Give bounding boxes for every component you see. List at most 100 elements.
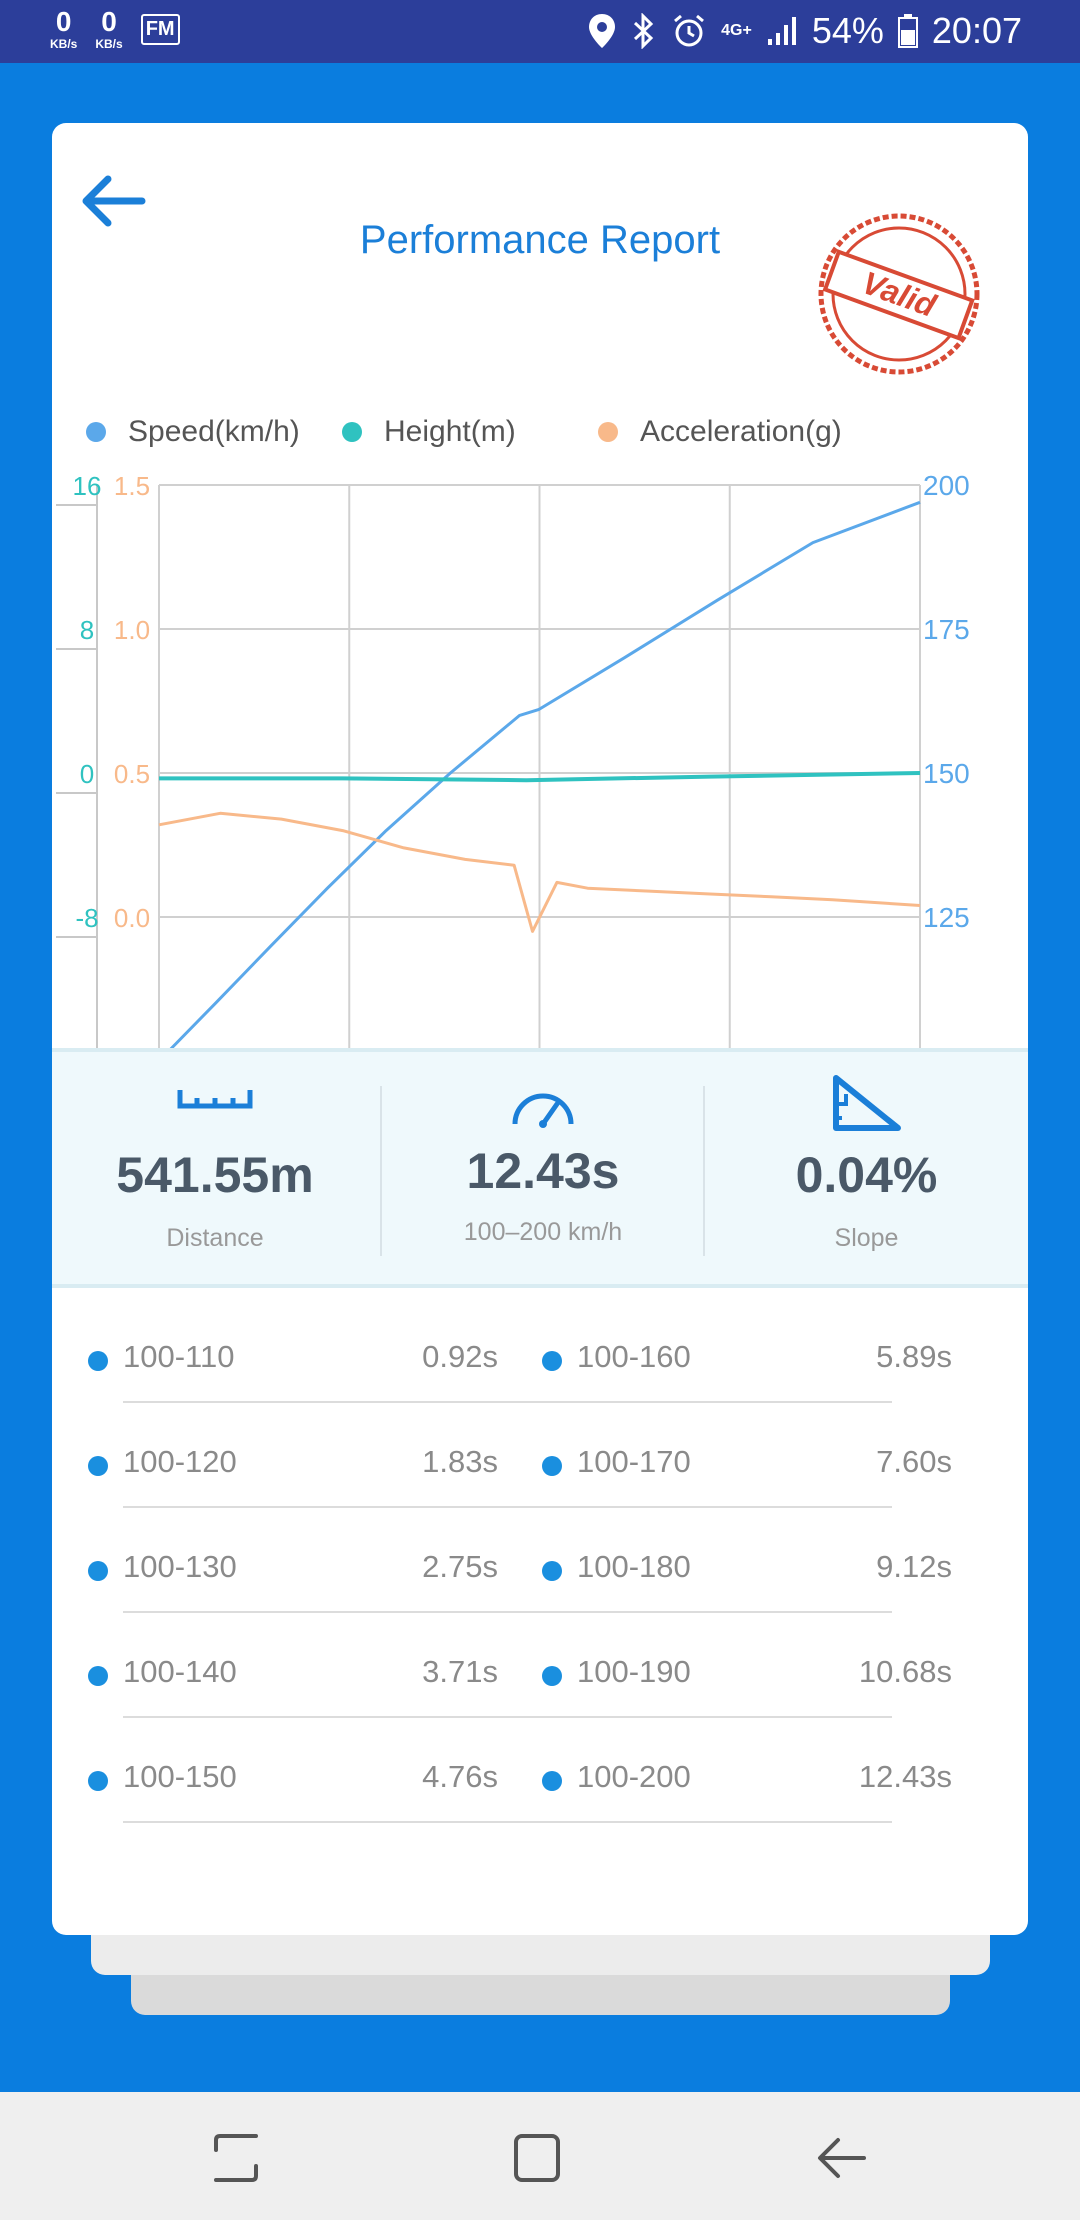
acceleration-tick-label: 0.0 xyxy=(114,903,150,933)
height-tick-label: 16 xyxy=(73,473,102,501)
net-up-unit: KB/s xyxy=(95,37,123,51)
split-value: 9.12s xyxy=(876,1549,952,1584)
report-card: Performance Report Valid Speed(km/h) Hei… xyxy=(52,123,1028,1935)
back-button[interactable] xyxy=(78,171,148,231)
acceleration-tick-label: 1.0 xyxy=(114,615,150,645)
time-label: 100–200 km/h xyxy=(463,1218,623,1246)
recent-apps-button[interactable] xyxy=(206,2128,266,2188)
clock: 20:07 xyxy=(931,10,1022,51)
back-nav-icon xyxy=(818,2138,866,2178)
slope-icon xyxy=(832,1075,901,1131)
row-bullet xyxy=(88,1771,108,1791)
distance-value: 541.55m xyxy=(116,1147,314,1203)
legend-label-speed: Speed(km/h) xyxy=(128,415,300,448)
legend-item-acceleration: Acceleration(g) xyxy=(598,415,842,449)
split-label: 100-190 xyxy=(577,1654,691,1689)
speed-tick-label: 125 xyxy=(923,902,970,933)
slope-label: Slope xyxy=(834,1224,899,1252)
speed-tick-label: 175 xyxy=(923,614,970,645)
row-bullet xyxy=(542,1351,562,1371)
net-down-unit: KB/s xyxy=(50,37,78,51)
row-bullet xyxy=(542,1771,562,1791)
split-label: 100-150 xyxy=(123,1759,237,1794)
split-value: 7.60s xyxy=(876,1444,952,1479)
acceleration-tick-label: 1.5 xyxy=(114,473,150,501)
battery-percent: 54% xyxy=(811,10,884,51)
navigation-bar xyxy=(0,2092,1080,2220)
net-up-indicator: 0 KB/s xyxy=(95,6,123,51)
status-bar: 0 KB/s 0 KB/s FM 4G+ 54% xyxy=(0,0,1080,63)
divider xyxy=(380,1086,382,1256)
row-bullet xyxy=(542,1456,562,1476)
split-value: 0.92s xyxy=(422,1339,498,1374)
split-value: 5.89s xyxy=(876,1339,952,1374)
ruler-icon xyxy=(177,1090,253,1109)
split-label: 100-180 xyxy=(577,1549,691,1584)
split-value: 3.71s xyxy=(422,1654,498,1689)
speed-tick-label: 200 xyxy=(923,473,970,501)
split-value: 10.68s xyxy=(858,1654,952,1689)
chart-legend: Speed(km/h) Height(m) Acceleration(g) xyxy=(52,415,1028,465)
net-up-value: 0 xyxy=(101,6,117,37)
page-title: Performance Report xyxy=(359,218,721,262)
series-line-height xyxy=(159,771,921,783)
arrow-left-icon xyxy=(82,175,146,227)
network-type: 4G+ xyxy=(721,22,752,39)
row-bullet xyxy=(542,1666,562,1686)
table-row: 100-140 3.71s 100-190 10.68s xyxy=(52,1613,1028,1718)
split-label: 100-130 xyxy=(123,1549,237,1584)
row-divider xyxy=(123,1401,892,1403)
split-value: 1.83s xyxy=(422,1444,498,1479)
row-divider xyxy=(123,1821,892,1823)
acceleration-tick-label: 0.5 xyxy=(114,759,150,789)
speed-tick-label: 150 xyxy=(923,758,970,789)
height-tick-label: 8 xyxy=(80,615,94,645)
home-button[interactable] xyxy=(508,2128,568,2188)
legend-item-height: Height(m) xyxy=(342,415,516,449)
split-label: 100-140 xyxy=(123,1654,237,1689)
net-down-indicator: 0 KB/s xyxy=(50,6,78,51)
row-divider xyxy=(123,1506,892,1508)
row-divider xyxy=(123,1716,892,1718)
split-value: 4.76s xyxy=(422,1759,498,1794)
legend-label-height: Height(m) xyxy=(384,415,516,448)
back-nav-button[interactable] xyxy=(812,2128,872,2188)
speedometer-icon xyxy=(512,1093,574,1128)
legend-item-speed: Speed(km/h) xyxy=(86,415,300,449)
split-label: 100-160 xyxy=(577,1339,691,1374)
table-row: 100-120 1.83s 100-170 7.60s xyxy=(52,1403,1028,1508)
signal-icon xyxy=(767,17,796,45)
table-row: 100-150 4.76s 100-200 12.43s xyxy=(52,1718,1028,1823)
net-down-value: 0 xyxy=(55,6,72,37)
split-label: 100-120 xyxy=(123,1444,237,1479)
split-label: 100-110 xyxy=(123,1339,235,1374)
row-bullet xyxy=(88,1351,108,1371)
row-bullet xyxy=(88,1561,108,1581)
row-divider xyxy=(123,1611,892,1613)
stat-distance: 541.55m Distance xyxy=(52,1052,378,1284)
time-value: 12.43s xyxy=(466,1143,620,1199)
legend-dot-height xyxy=(342,422,362,442)
series-line-accel xyxy=(158,811,921,933)
distance-label: Distance xyxy=(166,1224,264,1252)
stat-slope: 0.04% Slope xyxy=(705,1052,1028,1284)
split-value: 12.43s xyxy=(858,1759,952,1794)
fm-indicator: FM xyxy=(140,14,180,45)
split-value: 2.75s xyxy=(422,1549,498,1584)
legend-dot-speed xyxy=(86,422,106,442)
table-row: 100-110 0.92s 100-160 5.89s xyxy=(52,1298,1028,1403)
split-label: 100-200 xyxy=(577,1759,691,1794)
divider xyxy=(703,1086,705,1256)
recent-apps-icon xyxy=(214,2134,258,2182)
valid-stamp: Valid xyxy=(818,213,980,375)
row-bullet xyxy=(542,1561,562,1581)
alarm-icon xyxy=(674,14,705,47)
row-bullet xyxy=(88,1456,108,1476)
table-row: 100-130 2.75s 100-180 9.12s xyxy=(52,1508,1028,1613)
stats-panel: 541.55m Distance 12.43s 100–200 km/h 0.0… xyxy=(52,1048,1028,1288)
split-label: 100-170 xyxy=(577,1444,691,1479)
legend-label-acceleration: Acceleration(g) xyxy=(640,415,842,448)
slope-value: 0.04% xyxy=(795,1147,938,1203)
stat-time: 12.43s 100–200 km/h xyxy=(382,1052,704,1284)
